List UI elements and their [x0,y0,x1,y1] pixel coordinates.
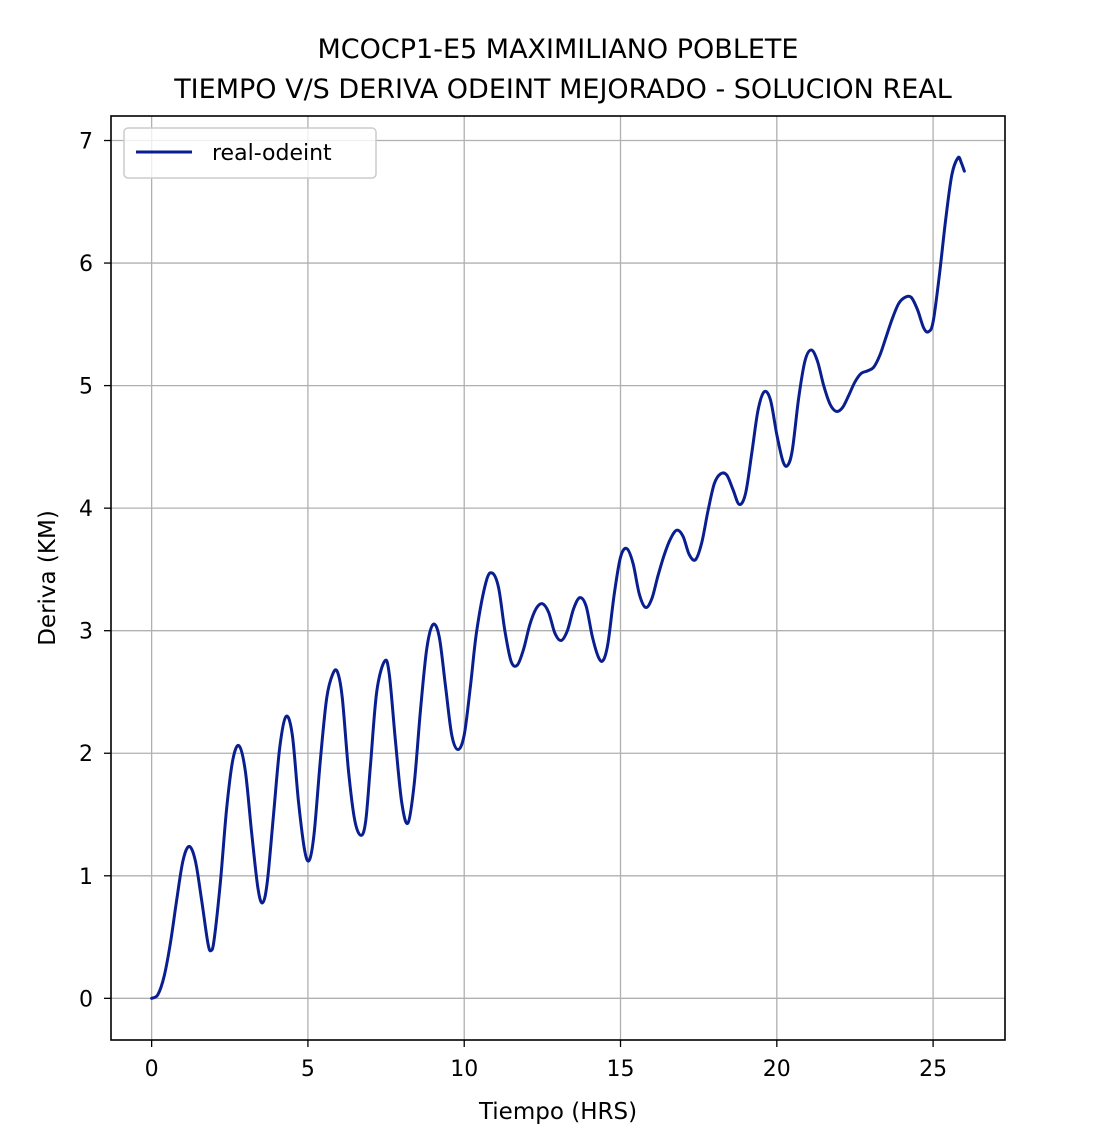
x-tick-label: 25 [919,1057,947,1082]
x-tick-label: 15 [607,1057,635,1082]
y-tick-label: 4 [79,497,93,522]
plot-frame [110,115,1006,1041]
y-tick-label: 7 [79,130,93,155]
chart-title-line-2: TIEMPO V/S DERIVA ODEINT MEJORADO - SOLU… [173,74,952,105]
x-tick-label: 5 [301,1057,315,1082]
y-tick-label: 2 [79,742,93,767]
chart-title-line-1: MCOCP1-E5 MAXIMILIANO POBLETE [318,34,799,65]
y-tick-label: 5 [79,375,93,400]
x-tick-label: 0 [145,1057,159,1082]
legend-label: real-odeint [212,141,332,166]
grid-lines [111,116,1005,1040]
y-tick-label: 0 [79,987,93,1012]
series-layer [150,155,966,1000]
y-tick-label: 3 [79,620,93,645]
y-tick-label: 6 [79,252,93,277]
legend: real-odeint [123,127,377,179]
x-tick-label: 20 [763,1057,791,1082]
x-axis-label: Tiempo (HRS) [478,1099,637,1125]
axis-ticks: 0 5 10 15 20 25 0 1 2 3 4 5 6 7 [79,130,947,1082]
legend-box [123,127,377,179]
y-tick-label: 1 [79,865,93,890]
y-axis-label: Deriva (KM) [35,510,61,646]
x-tick-label: 10 [450,1057,478,1082]
series-line-real-odeint [150,155,966,1000]
